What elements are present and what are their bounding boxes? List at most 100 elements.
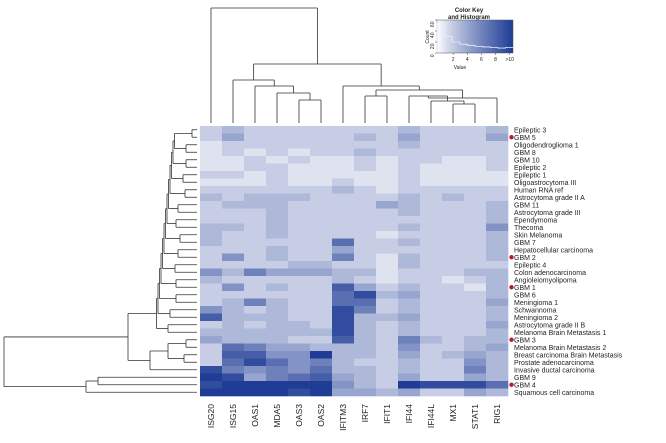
row-label: GBM 4: [514, 382, 536, 389]
heatmap-cell: [310, 253, 333, 262]
heatmap-cell: [420, 253, 443, 262]
heatmap-cell: [464, 343, 487, 352]
heatmap-cell: [200, 313, 223, 322]
heatmap-cell: [266, 366, 289, 374]
heatmap-cell: [266, 381, 289, 389]
heatmap-cell: [200, 358, 223, 367]
heatmap-cell: [310, 336, 333, 344]
heatmap-cell: [222, 208, 245, 217]
heatmap-cell: [398, 261, 421, 269]
heatmap-cell: [310, 291, 333, 299]
heatmap-cell: [442, 366, 465, 374]
heatmap-cell: [200, 321, 223, 329]
heatmap-cell: [486, 201, 509, 209]
heatmap-cell: [398, 306, 421, 314]
heatmap-cell: [200, 148, 223, 157]
color-key-histogram: [436, 22, 513, 53]
heatmap-cell: [222, 381, 245, 389]
color-key-ylabel: Count: [425, 30, 431, 44]
heatmap-cell: [244, 328, 267, 337]
heatmap-cell: [200, 223, 223, 232]
heatmap-cell: [376, 351, 399, 359]
heatmap-cell: [332, 388, 355, 397]
heatmap-cell: [288, 283, 311, 292]
heatmap-cell: [442, 156, 465, 164]
column-dendrogram: [210, 7, 498, 123]
heatmap-cell: [464, 381, 487, 389]
heatmap-cell: [332, 298, 355, 307]
color-key-xtick-label: 8: [494, 57, 497, 63]
heatmap-cell: [420, 298, 443, 307]
heatmap-cell: [266, 321, 289, 329]
heatmap-cell: [310, 216, 333, 224]
column-label: IFI44: [404, 404, 414, 424]
heatmap-cell: [266, 193, 289, 202]
heatmap-cell: [266, 343, 289, 352]
heatmap-cell: [332, 366, 355, 374]
heatmap-cell: [222, 148, 245, 157]
heatmap-cell: [398, 163, 421, 172]
heatmap-cell: [244, 261, 267, 269]
color-key: Color Key and Histogram Value Count 2 4 6 8…: [425, 8, 514, 71]
heatmap-cell: [354, 223, 377, 232]
heatmap-cell: [354, 276, 377, 284]
heatmap-cell: [222, 178, 245, 187]
heatmap-cell: [222, 268, 245, 277]
heatmap-cell: [266, 148, 289, 157]
heatmap-cell: [486, 358, 509, 367]
heatmap-cell: [464, 313, 487, 322]
heatmap-cell: [398, 381, 421, 389]
heatmap-cell: [332, 358, 355, 367]
heatmap-cell: [266, 186, 289, 194]
heatmap-cell: [398, 358, 421, 367]
heatmap-cell: [310, 276, 333, 284]
heatmap-cell: [266, 208, 289, 217]
heatmap-cell: [354, 163, 377, 172]
heatmap-cell: [464, 358, 487, 367]
heatmap-cell: [420, 358, 443, 367]
heatmap-cell: [244, 276, 267, 284]
heatmap-cell: [200, 268, 223, 277]
heatmap-cell: [244, 216, 267, 224]
heatmap-cell: [442, 261, 465, 269]
heatmap-cell: [420, 366, 443, 374]
heatmap-cell: [266, 171, 289, 179]
heatmap-cell: [398, 223, 421, 232]
heatmap-cell: [442, 343, 465, 352]
heatmap-cell: [464, 351, 487, 359]
heatmap-cell: [222, 306, 245, 314]
heatmap-cell: [442, 178, 465, 187]
heatmap-cell: [310, 381, 333, 389]
heatmap-cell: [244, 126, 267, 134]
heatmap-cell: [464, 291, 487, 299]
heatmap-cell: [332, 291, 355, 299]
heatmap-cell: [486, 268, 509, 277]
heatmap-cell: [376, 201, 399, 209]
heatmap-cell: [288, 336, 311, 344]
heatmap-cell: [398, 186, 421, 194]
heatmap-cell: [354, 246, 377, 254]
heatmap-cell: [442, 231, 465, 239]
heatmap-cell: [376, 163, 399, 172]
heatmap-cell: [398, 208, 421, 217]
heatmap-cell: [486, 381, 509, 389]
heatmap-cell: [464, 306, 487, 314]
heatmap-cell: [222, 156, 245, 164]
heatmap-cell: [288, 313, 311, 322]
heatmap-cell: [420, 208, 443, 217]
heatmap-cell: [442, 313, 465, 322]
heatmap-cell: [464, 186, 487, 194]
heatmap-cell: [200, 283, 223, 292]
heatmap-cell: [332, 313, 355, 322]
heatmap-cell: [288, 246, 311, 254]
heatmap-cell: [442, 373, 465, 382]
heatmap-cell: [398, 178, 421, 187]
heatmap-cell: [398, 373, 421, 382]
heatmap-cell: [222, 358, 245, 367]
heatmap-cell: [464, 148, 487, 157]
heatmap-cell: [354, 291, 377, 299]
heatmap-cell: [398, 321, 421, 329]
heatmap-cell: [266, 216, 289, 224]
heatmap-cell: [266, 253, 289, 262]
heatmap-cell: [420, 156, 443, 164]
